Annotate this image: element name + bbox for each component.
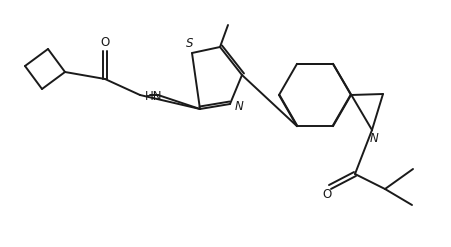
- Text: HN: HN: [145, 90, 162, 103]
- Text: O: O: [101, 37, 110, 49]
- Text: N: N: [235, 100, 244, 112]
- Text: S: S: [186, 38, 194, 50]
- Text: N: N: [370, 132, 378, 145]
- Text: O: O: [322, 188, 331, 202]
